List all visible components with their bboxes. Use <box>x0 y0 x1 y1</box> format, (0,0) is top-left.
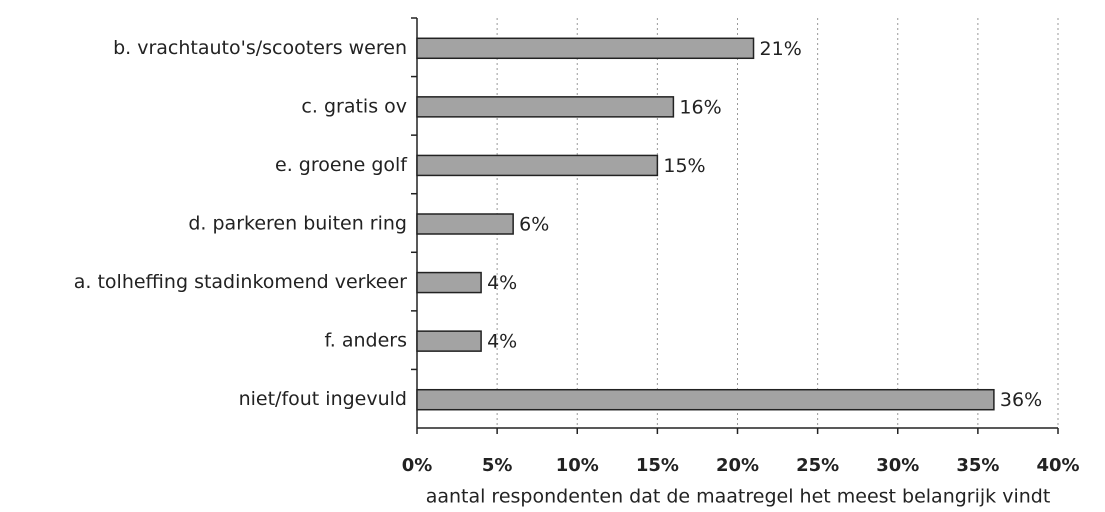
y-tick-label: c. gratis ov <box>301 95 407 117</box>
x-tick-label: 25% <box>796 455 839 476</box>
x-tick-label: 20% <box>716 455 759 476</box>
x-tick-label: 5% <box>482 455 513 476</box>
y-tick-label: a. tolheffing stadinkomend verkeer <box>74 271 407 293</box>
bar <box>416 96 675 118</box>
data-label: 4% <box>487 272 517 294</box>
y-tick-label: e. groene golf <box>275 154 408 176</box>
y-tick-label: b. vrachtauto's/scooters weren <box>113 37 407 59</box>
x-tick-label: 10% <box>556 455 599 476</box>
bar <box>416 213 514 235</box>
data-label: 36% <box>1000 389 1042 411</box>
x-axis-label: aantal respondenten dat de maatregel het… <box>426 486 1051 508</box>
data-label: 4% <box>487 331 517 353</box>
x-tick-label: 35% <box>956 455 999 476</box>
x-tick-label: 0% <box>402 455 433 476</box>
x-tick-label: 30% <box>876 455 919 476</box>
y-tick-label: d. parkeren buiten ring <box>188 213 407 235</box>
bar <box>416 154 659 177</box>
bar <box>416 330 482 352</box>
data-label: 6% <box>519 214 549 236</box>
data-label: 16% <box>679 96 721 118</box>
y-tick-label: niet/fout ingevuld <box>239 388 407 410</box>
x-tick-label: 15% <box>636 455 679 476</box>
data-label: 15% <box>663 155 705 177</box>
bar <box>416 388 995 411</box>
y-tick-label: f. anders <box>324 330 407 352</box>
bar <box>416 37 755 60</box>
bar <box>416 271 482 294</box>
x-tick-label: 40% <box>1036 455 1079 476</box>
data-label: 21% <box>760 38 802 60</box>
